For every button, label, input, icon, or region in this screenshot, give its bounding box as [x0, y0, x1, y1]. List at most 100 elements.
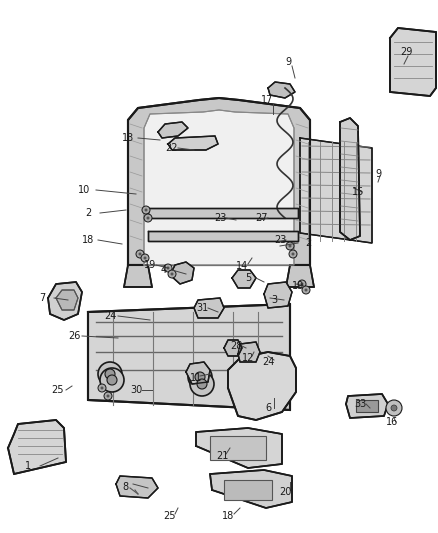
- Text: 14: 14: [236, 261, 248, 271]
- Circle shape: [144, 256, 146, 260]
- Circle shape: [289, 250, 297, 258]
- Text: 31: 31: [196, 303, 208, 313]
- Circle shape: [190, 372, 214, 396]
- Polygon shape: [286, 265, 314, 287]
- Text: 4: 4: [161, 265, 167, 275]
- Text: 30: 30: [130, 385, 142, 395]
- Polygon shape: [128, 98, 310, 265]
- Text: 11: 11: [190, 373, 202, 383]
- Polygon shape: [224, 340, 242, 356]
- Text: 15: 15: [352, 187, 364, 197]
- Text: 25: 25: [164, 511, 176, 521]
- Text: 9: 9: [375, 169, 381, 179]
- Text: 23: 23: [214, 213, 226, 223]
- Text: 8: 8: [122, 482, 128, 492]
- Circle shape: [106, 394, 110, 398]
- Circle shape: [188, 365, 212, 389]
- Polygon shape: [88, 304, 290, 410]
- Text: 16: 16: [386, 417, 398, 427]
- Circle shape: [136, 250, 144, 258]
- Circle shape: [107, 375, 117, 385]
- Polygon shape: [144, 110, 294, 265]
- Polygon shape: [238, 342, 260, 362]
- Text: 10: 10: [78, 185, 90, 195]
- Polygon shape: [232, 270, 256, 288]
- Polygon shape: [194, 298, 224, 318]
- Text: 28: 28: [230, 341, 242, 351]
- Circle shape: [138, 253, 141, 255]
- Text: 13: 13: [122, 133, 134, 143]
- Text: 24: 24: [104, 311, 116, 321]
- Circle shape: [286, 242, 294, 250]
- Text: 20: 20: [279, 487, 291, 497]
- Text: 18: 18: [222, 511, 234, 521]
- Text: 2: 2: [305, 238, 311, 248]
- Circle shape: [104, 392, 112, 400]
- Circle shape: [302, 286, 310, 294]
- Circle shape: [98, 362, 122, 386]
- Polygon shape: [48, 282, 82, 320]
- Polygon shape: [300, 138, 372, 243]
- Text: 5: 5: [245, 273, 251, 283]
- Polygon shape: [390, 28, 436, 96]
- Text: 17: 17: [261, 95, 273, 105]
- Text: 27: 27: [256, 213, 268, 223]
- Polygon shape: [264, 282, 292, 308]
- Text: 18: 18: [82, 235, 94, 245]
- Text: 26: 26: [68, 331, 80, 341]
- Circle shape: [105, 369, 115, 379]
- Text: 25: 25: [52, 385, 64, 395]
- Circle shape: [289, 245, 292, 247]
- Bar: [356, 400, 378, 412]
- Circle shape: [195, 372, 205, 382]
- Text: 21: 21: [216, 451, 228, 461]
- Text: 29: 29: [400, 47, 412, 57]
- Polygon shape: [124, 265, 152, 287]
- Circle shape: [292, 253, 294, 255]
- Circle shape: [164, 264, 172, 272]
- Text: 3: 3: [271, 295, 277, 305]
- Bar: [224, 480, 272, 500]
- Text: 33: 33: [354, 399, 366, 409]
- Circle shape: [98, 384, 106, 392]
- Circle shape: [142, 206, 150, 214]
- Polygon shape: [186, 362, 210, 384]
- Circle shape: [100, 368, 124, 392]
- Text: 23: 23: [274, 235, 286, 245]
- Text: 7: 7: [39, 293, 45, 303]
- Polygon shape: [148, 231, 298, 241]
- Text: 9: 9: [285, 57, 291, 67]
- Polygon shape: [196, 428, 282, 468]
- Polygon shape: [268, 82, 295, 98]
- Circle shape: [170, 272, 173, 276]
- Circle shape: [298, 280, 306, 288]
- Polygon shape: [56, 290, 78, 310]
- Polygon shape: [8, 420, 66, 474]
- Circle shape: [145, 208, 148, 212]
- Text: 24: 24: [262, 357, 274, 367]
- Polygon shape: [158, 122, 188, 138]
- Text: 19: 19: [144, 260, 156, 270]
- Circle shape: [197, 379, 207, 389]
- Polygon shape: [228, 352, 296, 420]
- Text: 19: 19: [292, 281, 304, 291]
- Polygon shape: [170, 262, 194, 284]
- Polygon shape: [148, 208, 298, 218]
- Bar: [210, 436, 266, 460]
- Circle shape: [100, 386, 103, 390]
- Circle shape: [304, 288, 307, 292]
- Circle shape: [300, 282, 304, 286]
- Text: 6: 6: [265, 403, 271, 413]
- Circle shape: [386, 400, 402, 416]
- Circle shape: [141, 254, 149, 262]
- Text: 2: 2: [85, 208, 91, 218]
- Circle shape: [168, 270, 176, 278]
- Text: 12: 12: [242, 353, 254, 363]
- Polygon shape: [346, 394, 388, 418]
- Circle shape: [391, 405, 397, 411]
- Polygon shape: [116, 476, 158, 498]
- Polygon shape: [168, 136, 218, 150]
- Text: 1: 1: [25, 461, 31, 471]
- Circle shape: [144, 214, 152, 222]
- Polygon shape: [210, 470, 292, 508]
